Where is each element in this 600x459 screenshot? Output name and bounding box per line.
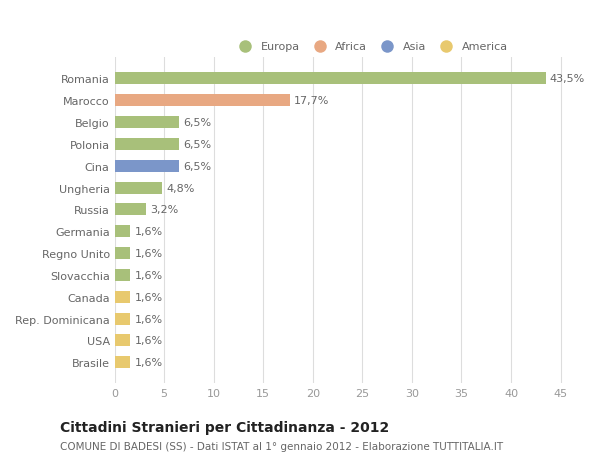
Text: COMUNE DI BADESI (SS) - Dati ISTAT al 1° gennaio 2012 - Elaborazione TUTTITALIA.: COMUNE DI BADESI (SS) - Dati ISTAT al 1°… <box>60 441 503 451</box>
Text: 6,5%: 6,5% <box>183 140 211 150</box>
Text: 1,6%: 1,6% <box>134 358 163 368</box>
Bar <box>115 139 179 151</box>
Text: 17,7%: 17,7% <box>294 96 329 106</box>
Bar <box>115 313 130 325</box>
Bar <box>115 247 130 259</box>
Bar <box>115 160 179 172</box>
Text: 4,8%: 4,8% <box>166 183 194 193</box>
Bar <box>115 204 146 216</box>
Text: 3,2%: 3,2% <box>150 205 179 215</box>
Bar <box>115 226 130 238</box>
Text: 1,6%: 1,6% <box>134 248 163 258</box>
Text: 1,6%: 1,6% <box>134 292 163 302</box>
Bar <box>115 335 130 347</box>
Bar <box>115 95 290 107</box>
Bar <box>115 357 130 369</box>
Legend: Europa, Africa, Asia, America: Europa, Africa, Asia, America <box>229 38 512 57</box>
Bar <box>115 73 546 85</box>
Text: 6,5%: 6,5% <box>183 161 211 171</box>
Bar <box>115 291 130 303</box>
Text: 43,5%: 43,5% <box>550 74 585 84</box>
Text: 1,6%: 1,6% <box>134 314 163 324</box>
Text: 6,5%: 6,5% <box>183 118 211 128</box>
Text: Cittadini Stranieri per Cittadinanza - 2012: Cittadini Stranieri per Cittadinanza - 2… <box>60 420 389 434</box>
Bar <box>115 182 162 194</box>
Text: 1,6%: 1,6% <box>134 270 163 280</box>
Bar <box>115 117 179 129</box>
Bar <box>115 269 130 281</box>
Text: 1,6%: 1,6% <box>134 227 163 237</box>
Text: 1,6%: 1,6% <box>134 336 163 346</box>
